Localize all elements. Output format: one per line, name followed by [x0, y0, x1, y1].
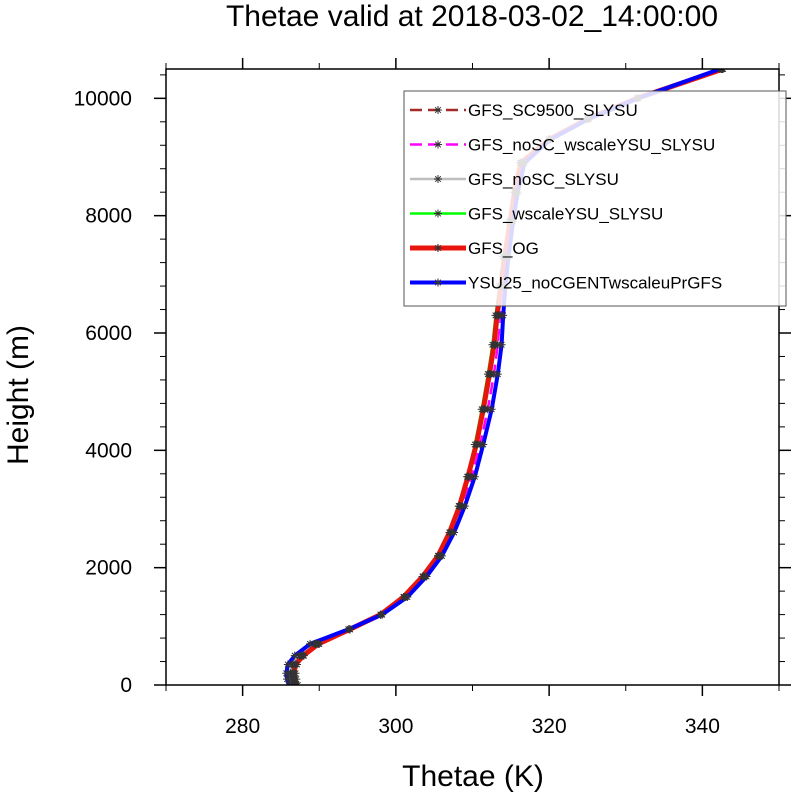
x-tick-label: 280 — [225, 715, 260, 738]
data-point-marker — [299, 651, 308, 660]
data-point-marker — [403, 593, 412, 601]
x-tick-label: 340 — [685, 715, 720, 738]
data-point-marker — [282, 669, 291, 678]
data-point-marker — [479, 440, 488, 449]
data-point-marker — [493, 311, 502, 320]
data-point-marker — [445, 528, 454, 537]
data-point-marker — [283, 675, 292, 684]
data-point-marker — [489, 340, 498, 349]
legend-label-2: GFS_noSC_SLYSU — [468, 170, 619, 189]
data-point-marker — [290, 651, 299, 660]
legend-label-0: GFS_SC9500_SLYSU — [468, 101, 638, 120]
data-point-marker — [344, 625, 353, 634]
data-point-marker — [289, 669, 298, 678]
legend-marker-1 — [434, 140, 442, 149]
data-point-marker — [499, 311, 508, 320]
y-tick-label: 10000 — [74, 87, 132, 110]
data-point-marker — [291, 660, 300, 669]
legend-marker-5 — [434, 278, 442, 287]
data-point-marker — [437, 551, 446, 560]
data-point-marker — [479, 405, 488, 414]
y-tick-label: 2000 — [85, 557, 132, 580]
data-point-marker — [487, 405, 496, 414]
y-tick-label: 8000 — [85, 205, 132, 228]
data-point-marker — [463, 472, 472, 481]
legend-label-3: GFS_wscaleYSU_SLYSU — [468, 205, 663, 224]
data-point-marker — [314, 639, 323, 648]
legend-marker-2 — [434, 175, 442, 183]
x-tick-label: 300 — [378, 715, 413, 738]
data-point-marker — [472, 440, 481, 449]
data-point-marker — [470, 472, 479, 481]
data-point-marker — [460, 502, 469, 511]
data-point-marker — [485, 370, 494, 379]
data-point-marker — [455, 502, 464, 511]
legend-label-1: GFS_noSC_wscaleYSU_SLYSU — [468, 136, 715, 155]
x-tick-label: 320 — [532, 715, 567, 738]
legend-label-4: GFS_OG — [468, 239, 539, 258]
legend-marker-0 — [434, 106, 442, 114]
x-axis-title: Thetae (K) — [402, 760, 544, 793]
y-tick-label: 6000 — [85, 322, 132, 345]
data-point-marker — [290, 675, 299, 684]
data-point-marker — [497, 340, 506, 349]
legend: GFS_SC9500_SLYSU GFS_noSC_wscaleYSU_SLYSU… — [403, 90, 787, 307]
y-tick-label: 0 — [120, 674, 132, 697]
y-axis-title: Height (m) — [2, 325, 35, 465]
legend-label-5: YSU25_noCGENTwscaleuPrGFS — [468, 274, 722, 293]
chart-title: Thetae valid at 2018-03-02_14:00:00 — [226, 0, 718, 33]
legend-marker-3 — [434, 209, 442, 218]
y-tick-label: 4000 — [85, 439, 132, 462]
tick-layer: 280 300 320 340 0 2000 4000 6000 8000 10000 — [74, 58, 791, 738]
data-point-marker — [422, 572, 431, 581]
legend-box — [403, 90, 787, 307]
data-point-marker — [450, 528, 459, 537]
data-point-marker — [306, 639, 315, 648]
data-point-marker — [378, 610, 387, 619]
data-point-marker — [493, 370, 502, 379]
legend-marker-4 — [434, 244, 442, 252]
data-point-marker — [283, 660, 292, 669]
